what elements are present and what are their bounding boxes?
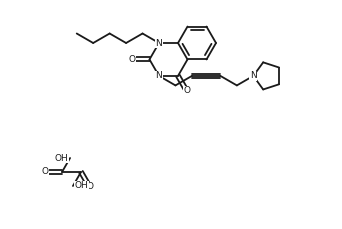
Text: O: O [86, 182, 93, 191]
Text: N: N [250, 71, 257, 80]
Text: O: O [183, 86, 190, 95]
Text: N: N [156, 71, 162, 80]
Text: O: O [41, 167, 49, 177]
Text: OH: OH [54, 153, 68, 163]
Text: N: N [156, 38, 162, 47]
Text: OH: OH [75, 182, 89, 191]
Text: O: O [129, 55, 136, 64]
